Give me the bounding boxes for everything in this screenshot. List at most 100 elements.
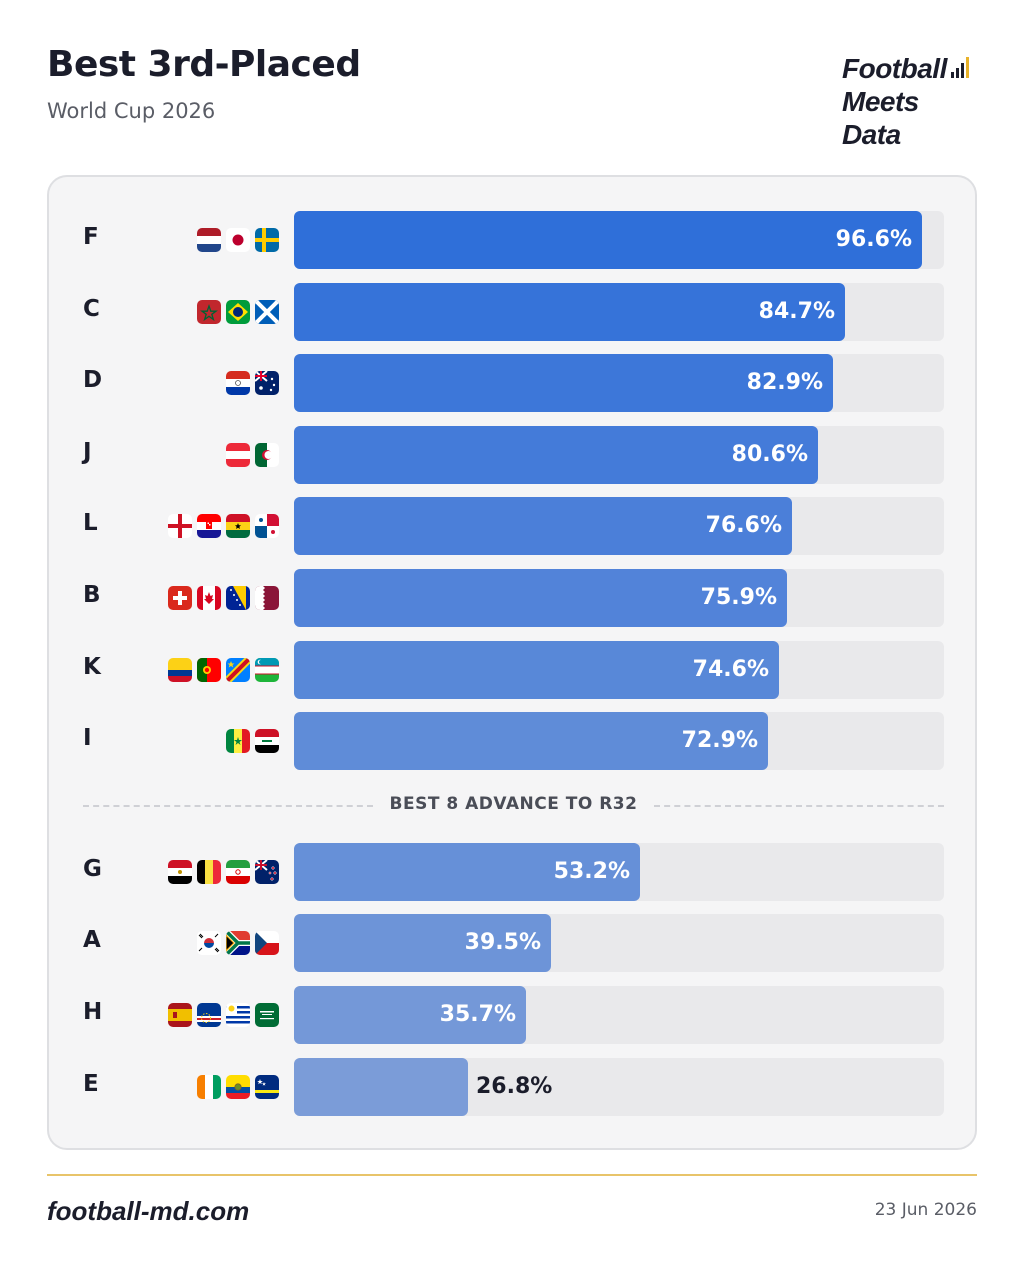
bar-track: 72.9% bbox=[294, 712, 944, 770]
bar-track: 26.8% bbox=[294, 1058, 944, 1116]
group-flags bbox=[226, 443, 279, 467]
group-flags bbox=[197, 228, 279, 252]
group-label: C bbox=[83, 296, 100, 322]
bar-value-label: 96.6% bbox=[835, 227, 912, 252]
south-africa-flag-icon bbox=[226, 931, 250, 955]
bar-track: 76.6% bbox=[294, 497, 944, 555]
paraguay-flag-icon bbox=[226, 371, 250, 395]
netherlands-flag-icon bbox=[197, 228, 221, 252]
switzerland-flag-icon bbox=[168, 586, 192, 610]
iraq-flag-icon bbox=[255, 729, 279, 753]
bar bbox=[294, 569, 787, 627]
sweden-flag-icon bbox=[255, 228, 279, 252]
bar-track: 53.2% bbox=[294, 843, 944, 901]
bar-track: 80.6% bbox=[294, 426, 944, 484]
chart-row: A 39.5% bbox=[49, 914, 979, 972]
chart-row: J 80.6% bbox=[49, 426, 979, 484]
south-korea-flag-icon bbox=[197, 931, 221, 955]
chart-row: F 96.6% bbox=[49, 211, 979, 269]
bar-value-label: 26.8% bbox=[476, 1074, 553, 1099]
bar-value-label: 75.9% bbox=[700, 585, 777, 610]
brand-line-3: Data bbox=[842, 119, 901, 150]
bar-value-label: 74.6% bbox=[692, 657, 769, 682]
group-label: L bbox=[83, 510, 98, 536]
group-flags bbox=[197, 300, 279, 324]
algeria-flag-icon bbox=[255, 443, 279, 467]
scotland-flag-icon bbox=[255, 300, 279, 324]
uruguay-flag-icon bbox=[226, 1003, 250, 1027]
bar-value-label: 82.9% bbox=[746, 370, 823, 395]
belgium-flag-icon bbox=[197, 860, 221, 884]
group-flags bbox=[168, 514, 279, 538]
bar bbox=[294, 354, 833, 412]
croatia-flag-icon bbox=[197, 514, 221, 538]
site-link[interactable]: football-md.com bbox=[47, 1196, 250, 1226]
brand-logo[interactable]: Football Meets Data bbox=[842, 52, 969, 151]
iran-flag-icon bbox=[226, 860, 250, 884]
canada-flag-icon bbox=[197, 586, 221, 610]
japan-flag-icon bbox=[226, 228, 250, 252]
austria-flag-icon bbox=[226, 443, 250, 467]
group-label: D bbox=[83, 367, 103, 393]
australia-flag-icon bbox=[255, 371, 279, 395]
portugal-flag-icon bbox=[197, 658, 221, 682]
group-flags bbox=[168, 658, 279, 682]
group-label: J bbox=[83, 439, 92, 465]
england-flag-icon bbox=[168, 514, 192, 538]
bar bbox=[294, 1058, 468, 1116]
group-label: G bbox=[83, 856, 102, 882]
group-flags bbox=[168, 1003, 279, 1027]
chart-row: B 75.9% bbox=[49, 569, 979, 627]
senegal-flag-icon bbox=[226, 729, 250, 753]
chart-row: E 26.8% bbox=[49, 1058, 979, 1116]
bar-chart-icon bbox=[950, 56, 969, 78]
bar bbox=[294, 283, 845, 341]
group-flags bbox=[226, 729, 279, 753]
bar-track: 84.7% bbox=[294, 283, 944, 341]
bar bbox=[294, 843, 640, 901]
chart-row: K 74.6% bbox=[49, 641, 979, 699]
spain-flag-icon bbox=[168, 1003, 192, 1027]
panama-flag-icon bbox=[255, 514, 279, 538]
group-flags bbox=[197, 1075, 279, 1099]
group-label: B bbox=[83, 582, 101, 608]
bar-track: 96.6% bbox=[294, 211, 944, 269]
bar-track: 82.9% bbox=[294, 354, 944, 412]
bar-value-label: 84.7% bbox=[758, 299, 835, 324]
page-subtitle: World Cup 2026 bbox=[47, 99, 216, 123]
ivory-coast-flag-icon bbox=[197, 1075, 221, 1099]
cape-verde-flag-icon bbox=[197, 1003, 221, 1027]
bar bbox=[294, 986, 526, 1044]
new-zealand-flag-icon bbox=[255, 860, 279, 884]
bar-track: 39.5% bbox=[294, 914, 944, 972]
cutoff-dash-left bbox=[83, 805, 373, 807]
saudi-arabia-flag-icon bbox=[255, 1003, 279, 1027]
bar-value-label: 53.2% bbox=[553, 859, 630, 884]
bar bbox=[294, 712, 768, 770]
group-label: I bbox=[83, 725, 92, 751]
curacao-flag-icon bbox=[255, 1075, 279, 1099]
ecuador-flag-icon bbox=[226, 1075, 250, 1099]
bar bbox=[294, 426, 818, 484]
footer-divider bbox=[47, 1174, 977, 1176]
bar-value-label: 35.7% bbox=[439, 1002, 516, 1027]
group-flags bbox=[226, 371, 279, 395]
group-flags bbox=[197, 931, 279, 955]
dr-congo-flag-icon bbox=[226, 658, 250, 682]
bar bbox=[294, 641, 779, 699]
bar-value-label: 39.5% bbox=[464, 930, 541, 955]
colombia-flag-icon bbox=[168, 658, 192, 682]
ghana-flag-icon bbox=[226, 514, 250, 538]
bar-value-label: 76.6% bbox=[705, 513, 782, 538]
bar-track: 35.7% bbox=[294, 986, 944, 1044]
chart-row: I 72.9% bbox=[49, 712, 979, 770]
group-label: E bbox=[83, 1071, 99, 1097]
uzbekistan-flag-icon bbox=[255, 658, 279, 682]
group-label: A bbox=[83, 927, 101, 953]
morocco-flag-icon bbox=[197, 300, 221, 324]
group-flags bbox=[168, 860, 279, 884]
group-label: K bbox=[83, 654, 101, 680]
chart-row: D 82.9% bbox=[49, 354, 979, 412]
brand-line-2: Meets bbox=[842, 86, 919, 117]
group-label: H bbox=[83, 999, 103, 1025]
